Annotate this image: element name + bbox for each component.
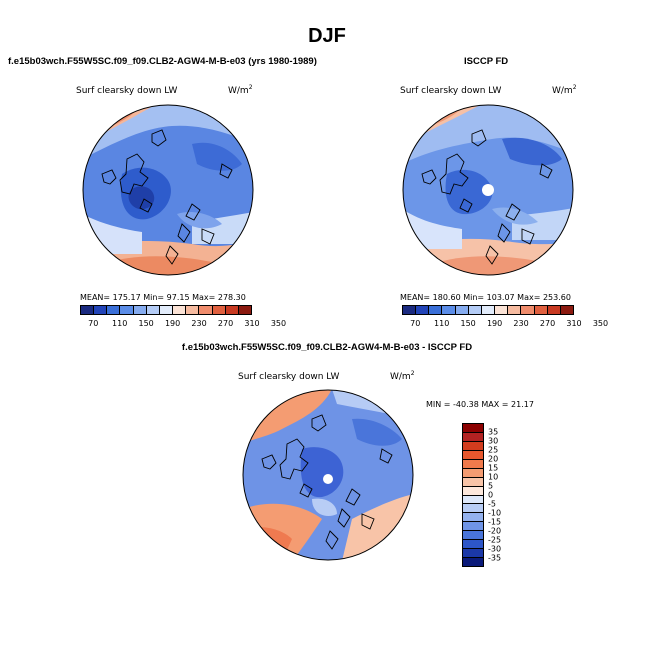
colorbar-swatch	[455, 306, 469, 314]
colorbar-swatch	[403, 306, 417, 314]
colorbar-tick-label: -5	[488, 499, 496, 509]
colorbar-swatch	[463, 459, 483, 469]
colorbar-tick-label: -30	[488, 544, 502, 554]
colorbar-tick-label: 20	[488, 454, 499, 464]
colorbar-tick-label: 230	[191, 319, 207, 328]
panel2-stats: MEAN= 180.60 Min= 103.07 Max= 253.60	[400, 293, 571, 302]
panel1-colorbar	[80, 305, 252, 315]
panel2-variable: Surf clearsky down LW	[400, 86, 502, 96]
colorbar-swatch	[238, 306, 252, 314]
colorbar-swatch	[463, 531, 483, 541]
colorbar-swatch	[463, 450, 483, 460]
colorbar-tick-label: -35	[488, 553, 502, 563]
colorbar-swatch	[212, 306, 226, 314]
panel1-title: f.e15b03wch.F55W5SC.f09_f09.CLB2-AGW4-M-…	[8, 56, 317, 67]
colorbar-swatch	[468, 306, 482, 314]
panel2-title: ISCCP FD	[464, 56, 509, 67]
colorbar-swatch	[173, 306, 187, 314]
colorbar-swatch	[463, 549, 483, 559]
colorbar-swatch	[429, 306, 443, 314]
colorbar-swatch	[463, 495, 483, 505]
colorbar-tick-label: 35	[488, 427, 499, 437]
panel3-variable: Surf clearsky down LW	[238, 372, 340, 382]
colorbar-swatch	[416, 306, 430, 314]
colorbar-tick-label: 190	[164, 319, 181, 328]
panel3-colorbar-labels: 35 30 25 20 15 10 5 0 -5 -10 -15 -20 -25 -30 -35	[488, 423, 518, 567]
colorbar-swatch	[560, 306, 574, 314]
colorbar-tick-label: 230	[513, 319, 529, 328]
panel3-polar-map	[242, 389, 414, 561]
colorbar-swatch	[120, 306, 134, 314]
colorbar-tick-label: -20	[488, 526, 502, 536]
panel2-units: W/m2	[552, 84, 577, 96]
panel3-colorbar	[462, 423, 484, 567]
panel2-polar-map	[402, 104, 574, 276]
season-title: DJF	[308, 25, 346, 47]
colorbar-swatch	[508, 306, 522, 314]
colorbar-tick-label: 25	[488, 445, 499, 455]
panel3-title: f.e15b03wch.F55W5SC.f09_f09.CLB2-AGW4-M-…	[181, 342, 473, 353]
colorbar-tick-label: 0	[488, 490, 494, 500]
colorbar-swatch	[463, 432, 483, 442]
colorbar-tick-label: 190	[486, 319, 503, 328]
colorbar-tick-label: 350	[592, 319, 609, 328]
colorbar-swatch	[186, 306, 200, 314]
colorbar-swatch	[146, 306, 160, 314]
colorbar-swatch	[534, 306, 548, 314]
colorbar-swatch	[463, 513, 483, 523]
colorbar-swatch	[463, 424, 483, 433]
colorbar-swatch	[442, 306, 456, 314]
colorbar-tick-label: -15	[488, 517, 502, 527]
panel1-stats: MEAN= 175.17 Min= 97.15 Max= 278.30	[80, 293, 246, 302]
colorbar-tick-label: -25	[488, 535, 502, 545]
colorbar-tick-label: 270	[539, 319, 556, 328]
colorbar-swatch	[225, 306, 239, 314]
panel1-polar-map	[82, 104, 254, 276]
panel1-variable: Surf clearsky down LW	[76, 86, 178, 96]
colorbar-tick-label: 10	[488, 472, 499, 482]
colorbar-swatch	[547, 306, 561, 314]
colorbar-tick-label: 110	[112, 319, 128, 328]
colorbar-tick-label: 15	[488, 463, 499, 473]
colorbar-swatch	[495, 306, 509, 314]
colorbar-swatch	[463, 522, 483, 532]
panel1-colorbar-labels: 70 110 150 190 230 270 310 350	[80, 319, 286, 329]
colorbar-swatch	[199, 306, 213, 314]
colorbar-tick-label: 110	[434, 319, 450, 328]
panel2-colorbar	[402, 305, 574, 315]
colorbar-swatch	[81, 306, 95, 314]
colorbar-tick-label: 150	[460, 319, 476, 328]
colorbar-tick-label: 310	[244, 319, 260, 328]
colorbar-swatch	[521, 306, 535, 314]
colorbar-swatch	[463, 486, 483, 496]
colorbar-swatch	[481, 306, 496, 314]
colorbar-swatch	[463, 504, 483, 514]
colorbar-tick-label: 30	[488, 436, 499, 446]
colorbar-swatch	[133, 306, 147, 314]
panel1-units: W/m2	[228, 84, 253, 96]
colorbar-swatch	[463, 441, 483, 451]
panel3-units: W/m2	[390, 370, 415, 382]
colorbar-tick-label: 270	[217, 319, 234, 328]
colorbar-swatch	[463, 477, 483, 487]
colorbar-swatch	[463, 468, 483, 478]
colorbar-swatch	[159, 306, 174, 314]
colorbar-tick-label: 70	[410, 319, 421, 328]
colorbar-tick-label: 150	[138, 319, 154, 328]
colorbar-tick-label: 310	[566, 319, 582, 328]
colorbar-swatch	[107, 306, 121, 314]
panel2-colorbar-labels: 70 110 150 190 230 270 310 350	[402, 319, 608, 329]
colorbar-tick-label: -10	[488, 508, 502, 518]
colorbar-tick-label: 70	[88, 319, 99, 328]
colorbar-tick-label: 350	[270, 319, 287, 328]
panel3-stats: MIN = -40.38 MAX = 21.17	[426, 400, 534, 409]
colorbar-tick-label: 5	[488, 481, 494, 491]
colorbar-swatch	[463, 558, 483, 566]
colorbar-swatch	[94, 306, 108, 314]
colorbar-swatch	[463, 540, 483, 550]
